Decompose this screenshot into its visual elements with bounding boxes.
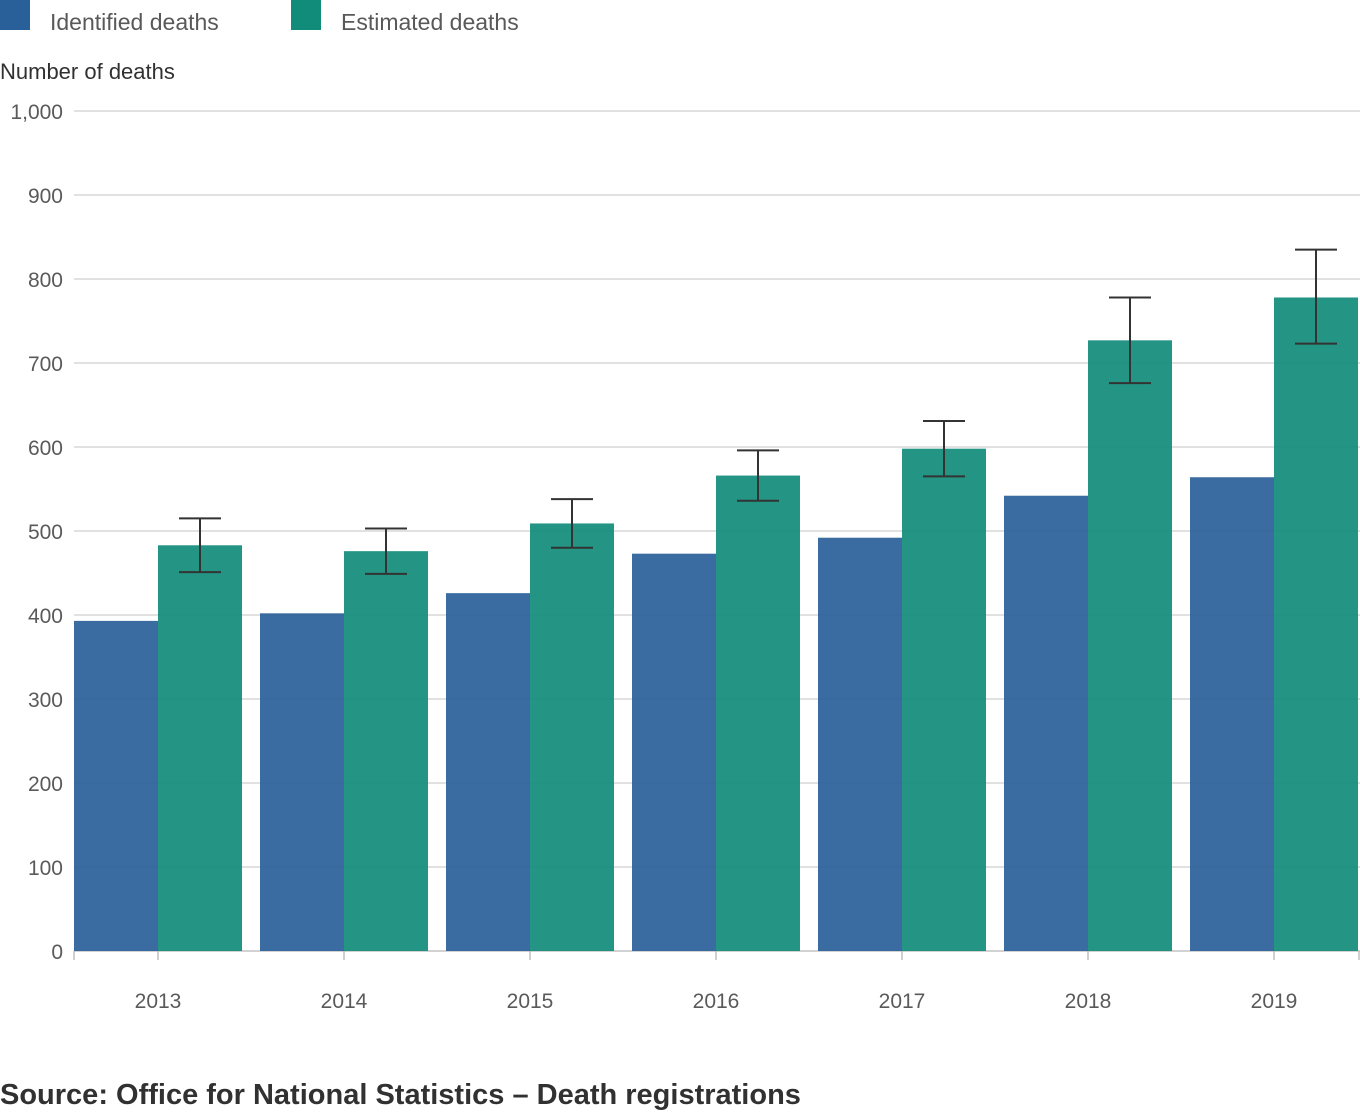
y-tick-label: 600 <box>28 437 63 460</box>
error-bar-2019 <box>1295 248 1337 345</box>
x-tick-label: 2016 <box>693 990 740 1013</box>
error-bar-2017 <box>923 419 965 478</box>
x-tick-label: 2015 <box>507 990 554 1013</box>
identified-bar-2014 <box>260 613 344 951</box>
x-tick-label: 2017 <box>879 990 926 1013</box>
y-tick-label: 0 <box>51 941 63 964</box>
identified-bar-2016 <box>632 553 716 951</box>
estimated-bar-2017 <box>902 448 986 951</box>
identified-bar-2015 <box>446 593 530 951</box>
error-bar-2014 <box>365 527 407 575</box>
identified-bar-2018 <box>1004 495 1088 951</box>
legend-label: Estimated deaths <box>341 9 519 35</box>
estimated-bar-2016 <box>716 475 800 951</box>
legend-item-estimated: Estimated deaths <box>291 0 519 35</box>
y-axis-title: Number of deaths <box>0 59 175 84</box>
identified-bar-2017 <box>818 537 902 951</box>
error-bar-2016 <box>737 449 779 502</box>
estimated-bar-2019 <box>1274 297 1358 952</box>
legend-swatch <box>291 0 321 30</box>
x-tick-label: 2019 <box>1251 990 1298 1013</box>
y-tick-label: 900 <box>28 185 63 208</box>
bars <box>74 297 1358 952</box>
y-tick-label: 400 <box>28 605 63 628</box>
legend-swatch <box>0 0 30 30</box>
legend-label: Identified deaths <box>50 9 219 35</box>
estimated-bar-2015 <box>530 523 614 951</box>
y-tick-label: 1,000 <box>10 101 63 124</box>
error-bar-2015 <box>551 498 593 549</box>
estimated-bar-2018 <box>1088 340 1172 951</box>
y-tick-label: 800 <box>28 269 63 292</box>
x-tick-label: 2014 <box>321 990 368 1013</box>
error-bar-2018 <box>1109 296 1151 385</box>
y-axis: 0 100 200 300 400 500 600 700 800 900 1,000 <box>10 101 63 964</box>
x-axis: 2013 2014 2015 2016 2017 2018 2019 <box>73 951 1360 1013</box>
x-tick-label: 2018 <box>1065 990 1112 1013</box>
identified-bar-2019 <box>1190 477 1274 951</box>
y-tick-label: 200 <box>28 773 63 796</box>
identified-bar-2013 <box>74 620 158 951</box>
estimated-bar-2013 <box>158 545 242 951</box>
source-note: Source: Office for National Statistics –… <box>0 1079 801 1111</box>
y-tick-label: 300 <box>28 689 63 712</box>
estimated-bar-2014 <box>344 551 428 951</box>
y-tick-label: 500 <box>28 521 63 544</box>
x-tick-label: 2013 <box>135 990 182 1013</box>
legend-item-identified: Identified deaths <box>0 0 219 35</box>
error-bars <box>179 248 1337 575</box>
y-tick-label: 700 <box>28 353 63 376</box>
y-tick-label: 100 <box>28 857 63 880</box>
error-bar-2013 <box>179 517 221 574</box>
legend: Identified deaths Estimated deaths <box>0 0 519 35</box>
